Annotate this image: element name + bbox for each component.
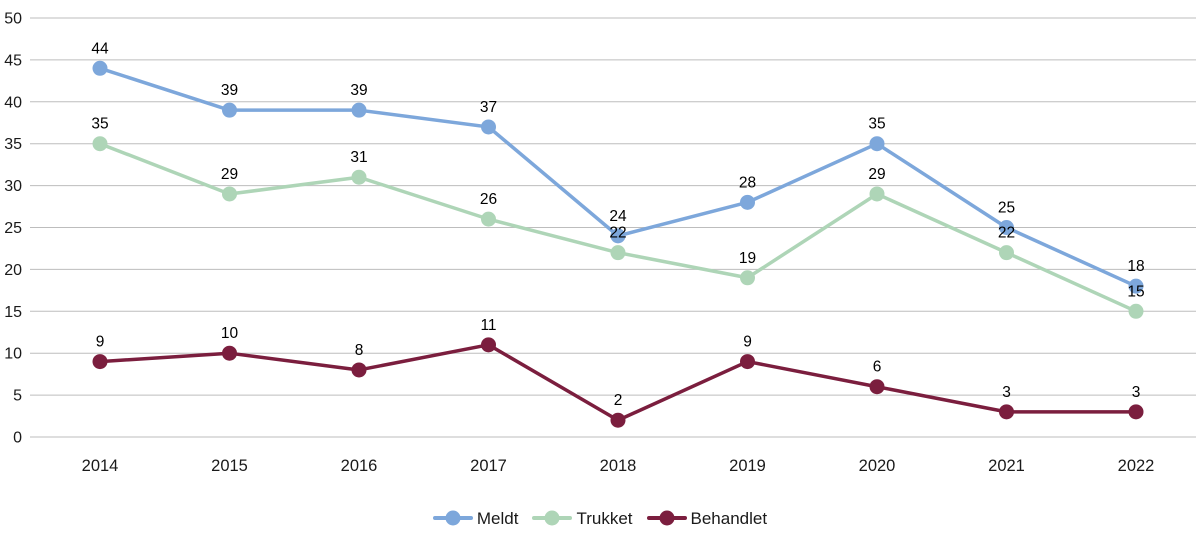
y-tick-label: 40 <box>4 94 22 111</box>
legend-dot-trukket-icon <box>544 510 560 526</box>
data-point-marker <box>610 245 626 261</box>
data-label: 35 <box>868 116 885 133</box>
y-axis-tick-labels: 0 5 10 15 20 25 30 35 40 45 50 <box>4 11 22 447</box>
y-tick-label: 20 <box>4 262 22 279</box>
data-label: 9 <box>96 334 105 351</box>
y-tick-label: 15 <box>4 304 22 321</box>
series-behandlet <box>92 337 1144 428</box>
data-label: 44 <box>91 40 109 57</box>
data-label: 39 <box>350 82 367 99</box>
y-tick-label: 35 <box>4 136 22 153</box>
data-label: 29 <box>868 166 885 183</box>
data-label: 29 <box>221 166 238 183</box>
data-point-marker <box>222 186 237 202</box>
legend: Meldt Trukket Behandlet <box>0 492 1200 558</box>
series-meldt <box>92 60 1144 294</box>
data-point-marker <box>1128 404 1144 420</box>
x-tick-label: 2015 <box>211 457 248 475</box>
data-label: 2 <box>614 392 623 409</box>
data-label: 8 <box>355 342 364 359</box>
data-label: 10 <box>221 325 239 342</box>
data-point-marker <box>740 354 755 370</box>
x-tick-label: 2021 <box>988 457 1025 475</box>
data-point-marker <box>351 362 367 378</box>
data-label: 35 <box>91 116 108 133</box>
legend-marker-meldt-icon <box>432 510 473 526</box>
x-tick-label: 2016 <box>341 457 378 475</box>
data-label: 37 <box>480 99 497 116</box>
data-point-marker <box>610 412 626 428</box>
y-tick-label: 50 <box>4 11 22 28</box>
y-tick-label: 5 <box>13 388 22 405</box>
y-tick-label: 0 <box>13 430 22 447</box>
data-label: 22 <box>609 225 626 242</box>
legend-dot-behandlet-icon <box>659 510 675 526</box>
data-label: 26 <box>480 191 497 208</box>
x-tick-label: 2014 <box>82 457 119 475</box>
data-point-marker <box>869 186 885 202</box>
x-tick-label: 2022 <box>1118 457 1155 475</box>
x-axis-tick-labels: 2014 2015 2016 2017 2018 2019 2020 2021 2022 <box>82 457 1155 475</box>
legend-label-behandlet: Behandlet <box>690 508 768 528</box>
data-point-marker <box>869 136 885 152</box>
y-tick-label: 25 <box>4 220 22 237</box>
y-tick-label: 45 <box>4 52 22 69</box>
legend-item-behandlet: Behandlet <box>646 508 768 528</box>
legend-marker-trukket-icon <box>532 510 573 526</box>
data-point-marker <box>999 220 1014 235</box>
data-label: 15 <box>1127 283 1144 300</box>
legend-dot-meldt-icon <box>445 510 461 526</box>
data-point-marker <box>351 102 367 118</box>
data-point-marker <box>999 404 1014 420</box>
y-tick-label: 10 <box>4 346 22 363</box>
data-point-marker <box>351 169 367 185</box>
data-label: 19 <box>739 250 756 267</box>
data-point-marker <box>92 60 108 76</box>
data-labels-behandlet: 9 10 8 11 2 9 6 3 3 <box>96 317 1141 409</box>
data-label: 31 <box>350 149 367 166</box>
data-point-marker <box>92 354 108 370</box>
data-point-marker <box>740 270 755 286</box>
data-point-marker <box>610 228 626 244</box>
data-point-marker <box>740 194 755 210</box>
data-point-marker <box>869 379 885 395</box>
legend-marker-behandlet-icon <box>646 510 687 526</box>
legend-label-trukket: Trukket <box>576 508 633 528</box>
legend-label-meldt: Meldt <box>476 508 519 528</box>
data-label: 25 <box>998 200 1015 217</box>
data-label: 3 <box>1002 384 1011 401</box>
data-label: 11 <box>480 317 496 334</box>
data-label: 9 <box>743 334 752 351</box>
data-labels-trukket: 35 29 31 26 22 19 29 22 15 <box>91 116 1144 301</box>
data-label: 6 <box>873 359 882 376</box>
data-point-marker <box>222 345 237 361</box>
data-point-marker <box>1128 278 1144 294</box>
data-label: 3 <box>1132 384 1141 401</box>
x-tick-label: 2017 <box>470 457 507 475</box>
data-labels-meldt: 44 39 39 37 24 28 35 25 18 <box>91 40 1144 275</box>
data-point-marker <box>222 102 237 118</box>
legend-item-meldt: Meldt <box>432 508 519 528</box>
x-tick-label: 2019 <box>729 457 766 475</box>
data-point-marker <box>481 119 496 135</box>
x-tick-label: 2018 <box>600 457 637 475</box>
plot-area: 0 5 10 15 20 25 30 35 40 45 50 2014 2015 2016 2017 2018… <box>4 11 1196 475</box>
data-label: 28 <box>739 174 756 191</box>
data-point-marker <box>481 337 496 353</box>
data-point-marker <box>92 136 108 152</box>
data-label: 39 <box>221 82 238 99</box>
y-tick-label: 30 <box>4 178 22 195</box>
data-point-marker <box>481 211 496 227</box>
legend-item-trukket: Trukket <box>532 508 633 528</box>
data-label: 24 <box>609 208 627 225</box>
data-point-marker <box>999 245 1014 261</box>
data-label: 22 <box>998 225 1015 242</box>
x-tick-label: 2020 <box>859 457 896 475</box>
data-label: 18 <box>1127 258 1144 275</box>
data-point-marker <box>1128 303 1144 319</box>
series-trukket <box>92 136 1144 319</box>
